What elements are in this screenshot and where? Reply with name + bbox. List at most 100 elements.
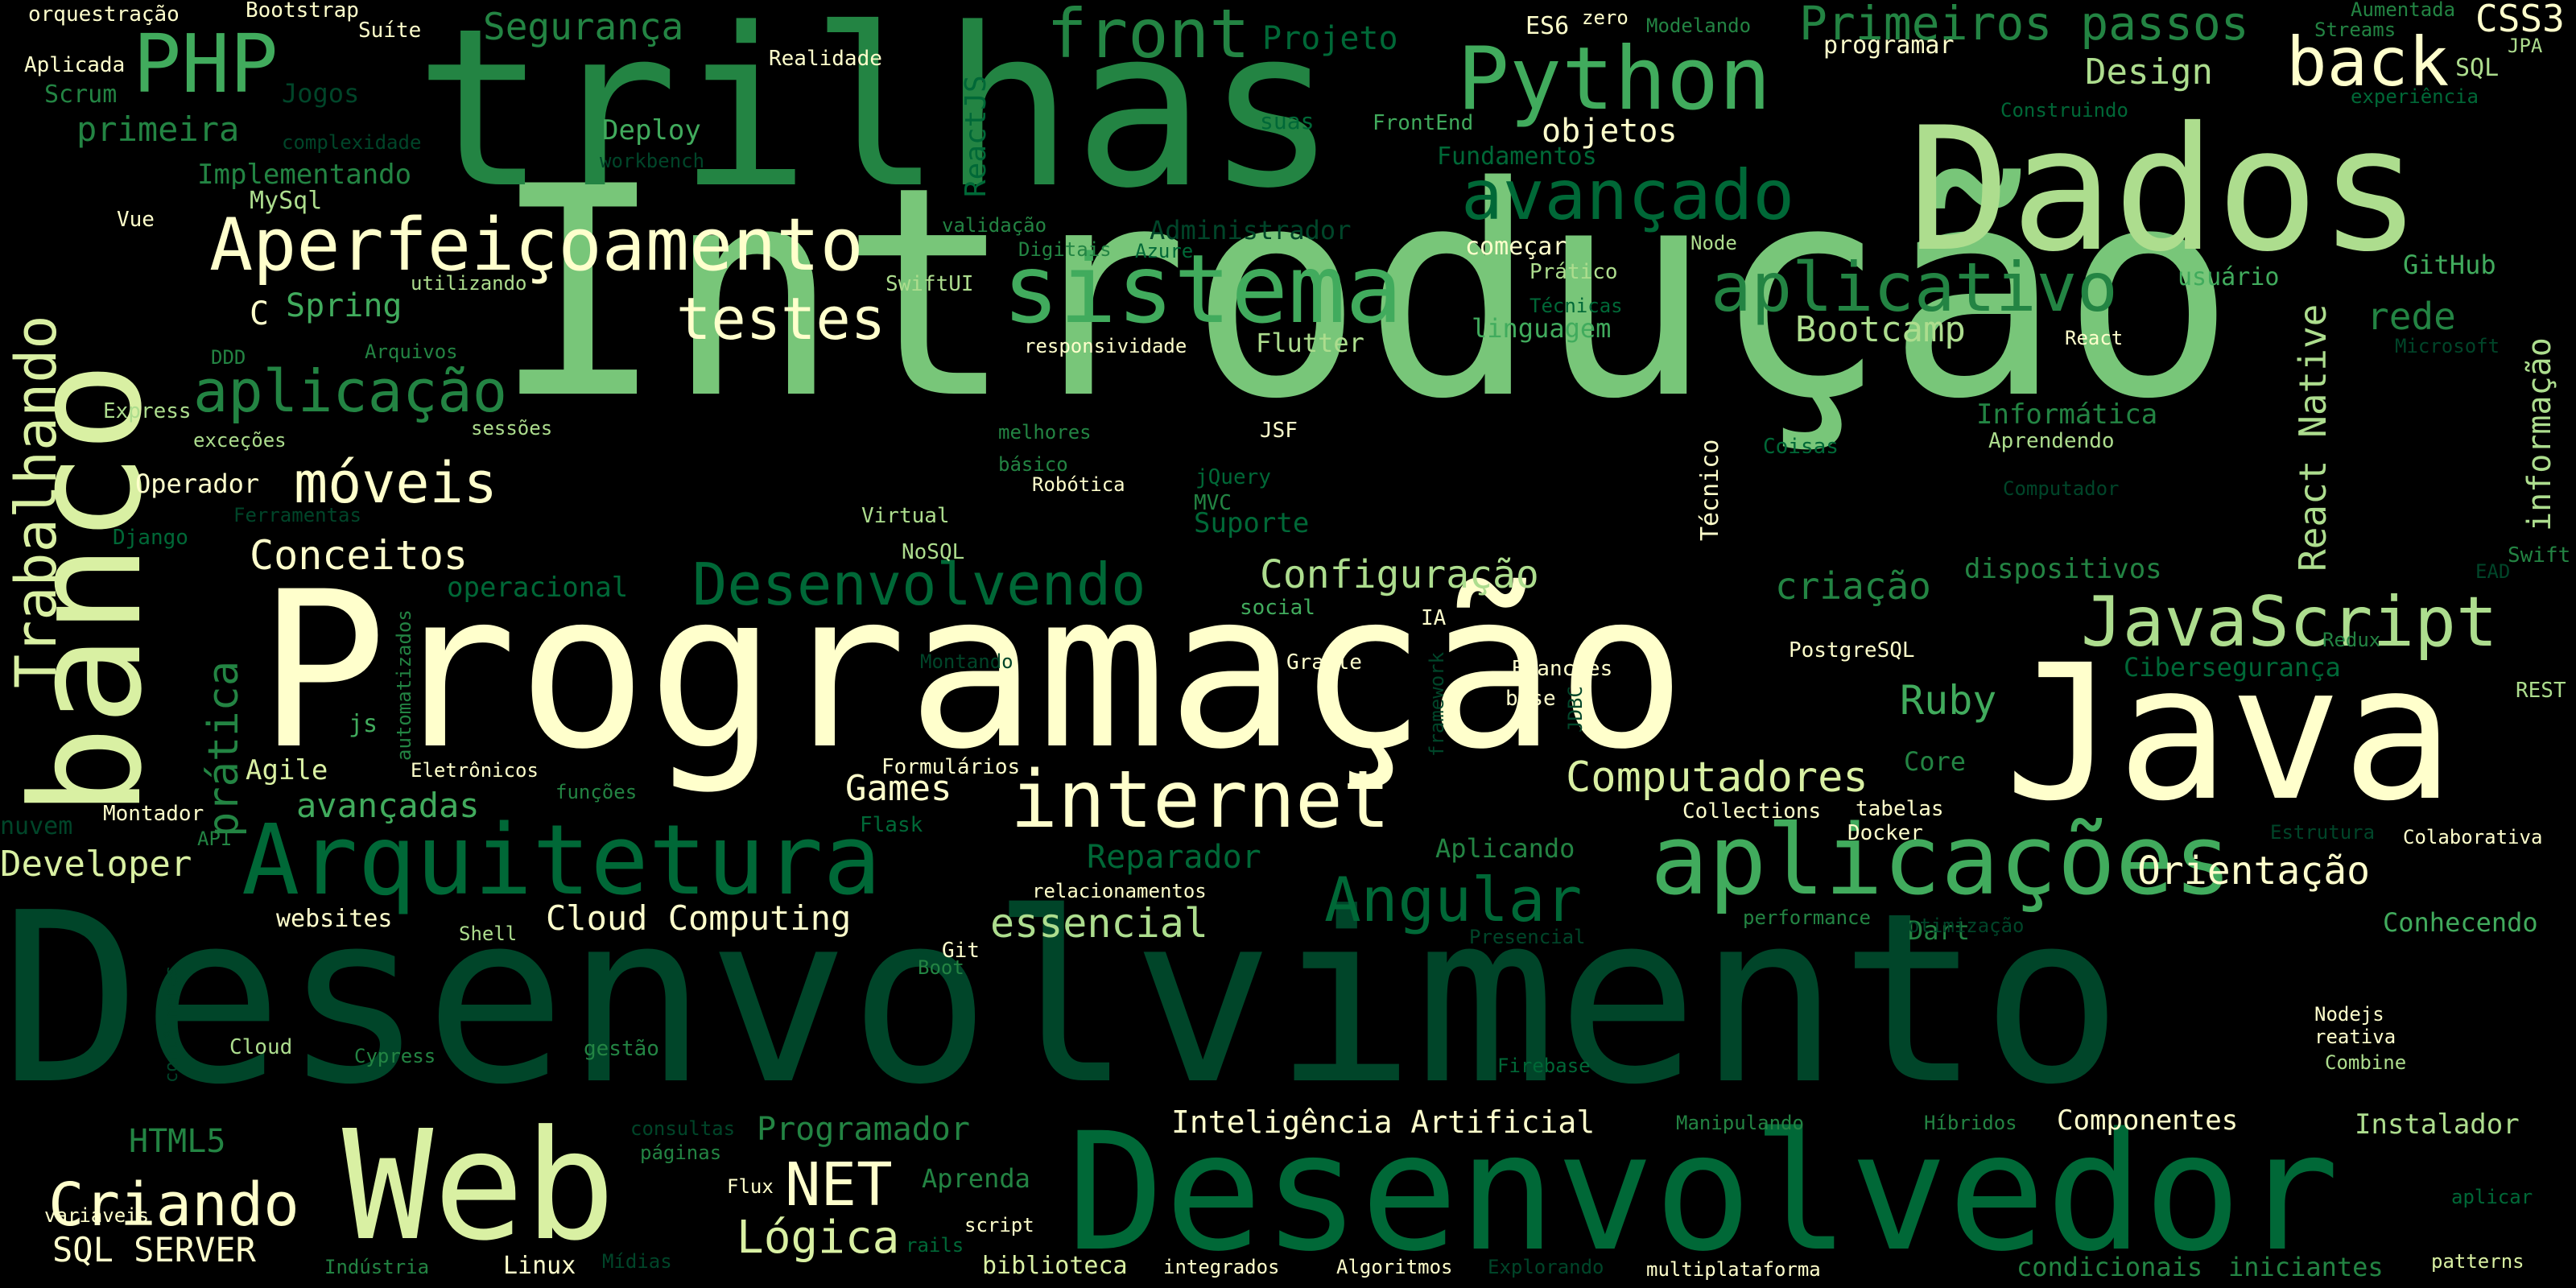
word-operador: Operador (135, 469, 260, 499)
word-variaveis: variáveis (44, 1204, 150, 1227)
word-pratica: prática (200, 660, 248, 837)
word-realidade: Realidade (769, 47, 882, 71)
word-criando: Criando (48, 1170, 299, 1240)
word-computador: Computador (2003, 477, 2120, 500)
word-express: Express (103, 399, 192, 423)
word-gestao: gestão (584, 1037, 659, 1061)
word-jpa: JPA (2508, 35, 2543, 57)
word-arquitetura: Arquitetura (242, 805, 881, 917)
word-implementando: Implementando (197, 159, 412, 191)
word-robotica: Robótica (1032, 473, 1125, 496)
word-experiencia: experiência (2351, 85, 2479, 108)
word-nosql: NoSQL (902, 540, 965, 564)
word-css3: CSS3 (2475, 0, 2565, 40)
word-rest: REST (2516, 679, 2566, 703)
word-explorando: Explorando (1488, 1256, 1604, 1278)
word-linguagem: linguagem (1472, 313, 1612, 344)
word-funcoes: funções (555, 781, 638, 803)
word-zero: zero (1582, 6, 1629, 29)
word-node: Node (1690, 232, 1737, 254)
word-jquery: jQuery (1195, 465, 1271, 489)
word-trabalhando: Trabalhando (3, 315, 69, 688)
word-eletronicos: Eletrônicos (411, 759, 539, 782)
word-azure: Azure (1135, 240, 1194, 262)
word-net: NET (785, 1150, 893, 1220)
word-collections: Collections (1682, 799, 1822, 824)
word-avancadas: avançadas (296, 786, 480, 825)
word-sql: SQL (2455, 54, 2500, 82)
word-colaborativa: Colaborativa (2403, 826, 2543, 848)
word-aplicando: Aplicando (1435, 833, 1575, 864)
word-moveis: móveis (294, 450, 497, 516)
word-automatizados: automatizados (393, 609, 415, 761)
word-midias: Mídias (602, 1250, 672, 1273)
word-performance: performance (1743, 906, 1871, 929)
word-suporte: Suporte (1194, 507, 1310, 539)
word-web: Web (342, 1098, 616, 1274)
word-operacional: operacional (447, 572, 629, 604)
word-administrador: Administrador (1150, 215, 1352, 246)
word-coisas: Coisas (1763, 435, 1839, 459)
word-developer: Developer (0, 844, 192, 885)
word-mvc: MVC (1194, 491, 1232, 515)
word-sessoes: sessões (471, 417, 553, 440)
word-gradle: Gradle (1286, 650, 1362, 675)
word-scrum: Scrum (44, 80, 118, 109)
word-design: Design (2085, 52, 2213, 93)
word-react: React (2065, 327, 2124, 349)
word-comecar: começar (1465, 233, 1567, 261)
word-ferramentas: Ferramentas (233, 504, 361, 526)
word-workbench: workbench (600, 150, 705, 172)
word-conceitos: Conceitos (250, 532, 468, 579)
word-multiplataforma: multiplataforma (1646, 1258, 1821, 1281)
word-framework: framework (1426, 651, 1448, 757)
word-biblioteca: biblioteca (982, 1252, 1128, 1280)
word-flux: Flux (727, 1175, 774, 1198)
word-flask: Flask (860, 813, 923, 837)
word-basico: básico (998, 453, 1068, 476)
word-primeiros-passos: Primeiros passos (1799, 0, 2249, 51)
word-php: PHP (133, 17, 279, 111)
word-formularios: Formulários (881, 755, 1021, 779)
word-componentes: Componentes (2057, 1104, 2239, 1137)
word-flutter: Flutter (1256, 328, 1364, 358)
word-suas: suas (1260, 108, 1315, 134)
word-js: js (349, 710, 378, 738)
word-django: Django (113, 526, 188, 550)
word-frontend: FrontEnd (1373, 111, 1474, 135)
word-deploy: Deploy (602, 114, 701, 147)
word-introducao: Introdução (491, 125, 2236, 462)
word-orientacao: Orientação (2137, 848, 2370, 894)
word-virtual: Virtual (861, 504, 950, 528)
word-paginas: páginas (640, 1141, 722, 1164)
word-utilizando: utilizando (411, 272, 527, 295)
word-programacao: Programação (258, 546, 1686, 797)
word-arquivos: Arquivos (365, 341, 458, 363)
word-boot: Boot (918, 956, 964, 979)
word-essencial: essencial (990, 900, 1208, 947)
word-aprenda: Aprenda (922, 1163, 1030, 1194)
word-postgresql: PostgreSQL (1789, 638, 1915, 663)
word-avancado: avançado (1461, 155, 1795, 236)
word-reativa: reativa (2314, 1026, 2396, 1048)
word-shell: Shell (459, 923, 518, 945)
word-relacionamentos: relacionamentos (1032, 880, 1207, 902)
word-otimizacao: otimização (1908, 914, 2025, 937)
word-construindo: Construindo (2000, 99, 2128, 122)
word-rails: rails (906, 1234, 964, 1257)
word-aperfeicoamento: Aperfeiçoamento (209, 203, 864, 287)
word-aplicada: Aplicada (24, 53, 126, 77)
word-desenvolvimento: Desenvolvimento (0, 862, 2123, 1136)
word-websites: websites (276, 905, 393, 933)
word-fundamentos: Fundamentos (1437, 142, 1597, 171)
word-script: script (964, 1214, 1034, 1236)
word-dados: Dados (1908, 90, 2422, 289)
word-pratico: Prático (1530, 260, 1618, 284)
word-redux: Redux (2322, 629, 2381, 651)
word-aumentada: Aumentada (2351, 0, 2456, 21)
word-inteligencia-artificial: Inteligência Artificial (1171, 1104, 1596, 1140)
word-streams: Streams (2314, 19, 2396, 41)
word-condicionais: condicionais (2017, 1252, 2203, 1282)
word-aplicativo: aplicativo (1711, 248, 2118, 327)
